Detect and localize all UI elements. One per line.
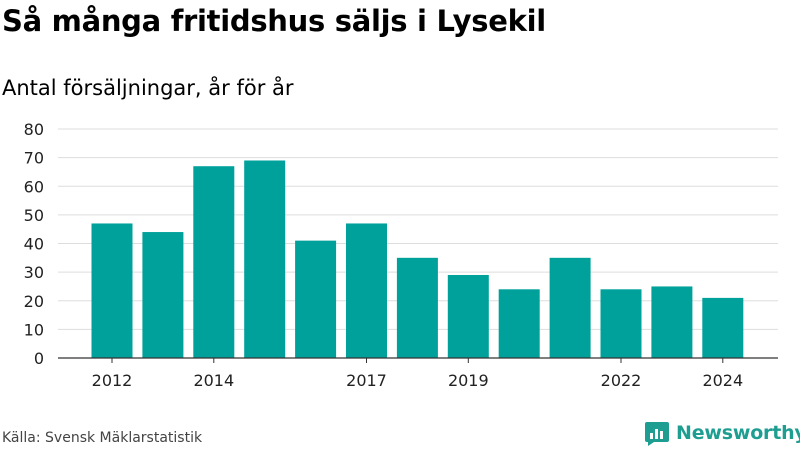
bar-2013: [142, 232, 184, 358]
y-tick-label: 40: [24, 235, 44, 254]
bar-2024: [702, 297, 744, 358]
bar-2017: [346, 223, 387, 358]
y-tick-label: 30: [24, 263, 44, 282]
y-axis-ticks: 0 10 20 30 40 50 60 70 80: [24, 120, 44, 368]
y-tick-label: 20: [24, 292, 44, 311]
x-axis: 2012 2014 2017 2019 2022 2024: [58, 357, 778, 390]
bars: [91, 160, 744, 358]
x-tick-label: 2024: [702, 371, 743, 390]
bar-2016: [295, 240, 337, 358]
bar-2018: [396, 257, 438, 358]
x-tick-label: 2017: [346, 371, 387, 390]
bar-2021: [549, 257, 591, 358]
bar-2015: [244, 160, 286, 358]
x-tick-label: 2022: [601, 371, 642, 390]
chart-subtitle: Antal försäljningar, år för år: [2, 76, 294, 100]
y-tick-label: 70: [24, 149, 44, 168]
bar-2020: [498, 289, 540, 358]
bar-2019: [447, 274, 489, 358]
y-tick-label: 80: [24, 120, 44, 139]
x-tick-label: 2019: [448, 371, 489, 390]
bar-2014: [193, 166, 235, 358]
newsworthy-logo-icon: [645, 422, 669, 446]
y-tick-label: 0: [34, 349, 44, 368]
bar-2022: [600, 289, 642, 358]
bar-2012: [91, 223, 133, 358]
brand-name: Newsworthy: [676, 422, 800, 444]
source-note: Källa: Svensk Mäklarstatistik: [2, 430, 203, 446]
newsworthy-logo[interactable]: Newsworthy: [644, 420, 800, 446]
y-tick-label: 10: [24, 320, 44, 339]
x-tick-label: 2014: [193, 371, 234, 390]
x-tick-label: 2012: [92, 371, 133, 390]
bar-2023: [651, 286, 693, 358]
chart-title: Så många fritidshus säljs i Lysekil: [2, 4, 546, 38]
y-tick-label: 50: [24, 206, 44, 225]
y-tick-label: 60: [24, 177, 44, 196]
